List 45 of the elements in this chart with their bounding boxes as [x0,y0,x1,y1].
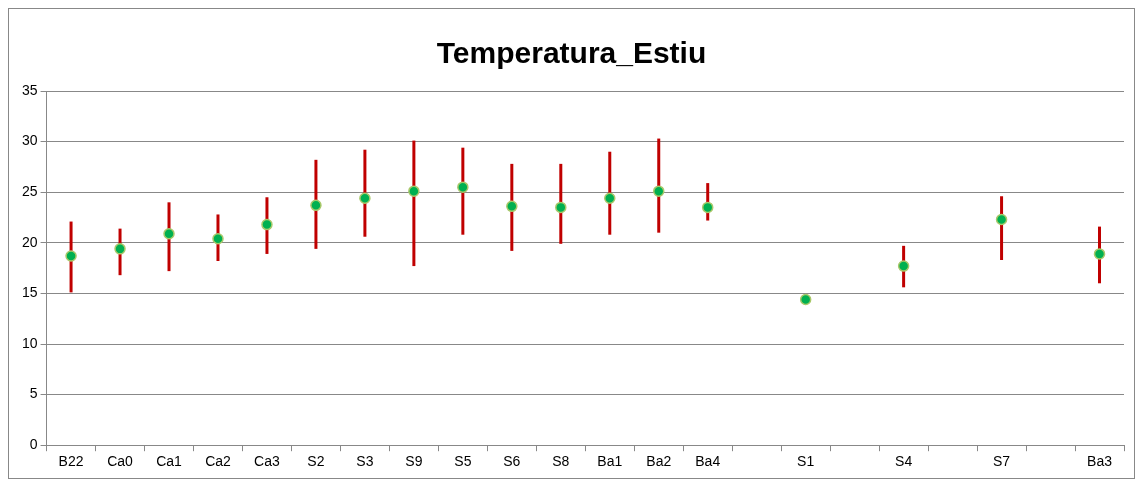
y-tick-label: 25 [21,183,38,200]
x-tick-label: S5 [454,453,472,470]
point [653,185,665,197]
point [457,181,469,193]
x-tick-label: Ba4 [695,453,721,470]
point [701,201,714,214]
x-tick-label: B22 [58,453,84,470]
y-tick-label: 30 [21,132,38,149]
x-tick-label: S7 [993,453,1011,470]
y-tick-label: 20 [21,233,38,250]
point [163,227,175,240]
y-tick-label: 10 [21,334,38,351]
x-tick-label: Ba3 [1087,453,1113,470]
x-tick-label: S8 [552,453,570,470]
point [212,233,224,245]
x-tick-label: S4 [895,453,913,470]
point [359,192,371,205]
y-tick-label: 35 [21,81,38,98]
point [897,260,910,272]
point [995,213,1008,226]
y-tick-label: 0 [29,436,38,453]
x-tick-label: S9 [405,453,423,470]
x-tick-label: Ca1 [156,453,183,470]
point [506,200,518,213]
x-tick-label: S2 [307,453,325,470]
point [310,199,322,212]
point [261,218,273,231]
point [799,293,812,306]
chart-title: Temperatura_Estiu [436,36,707,70]
y-tick-label: 15 [21,284,38,301]
point [408,185,420,197]
point [604,192,616,205]
point [65,250,77,262]
x-tick-label: Ca2 [205,453,232,470]
x-tick-label: S1 [797,453,815,470]
point [1093,248,1106,260]
x-tick-label: Ca3 [254,453,281,470]
x-tick-label: Ca0 [107,453,134,470]
x-tick-label: S3 [356,453,374,470]
x-tick-label: Ba2 [646,453,672,470]
x-tick-label: Ba1 [597,453,623,470]
x-tick-label: S6 [503,453,521,470]
y-tick-label: 5 [29,385,38,402]
point [555,201,567,214]
point [114,243,126,255]
